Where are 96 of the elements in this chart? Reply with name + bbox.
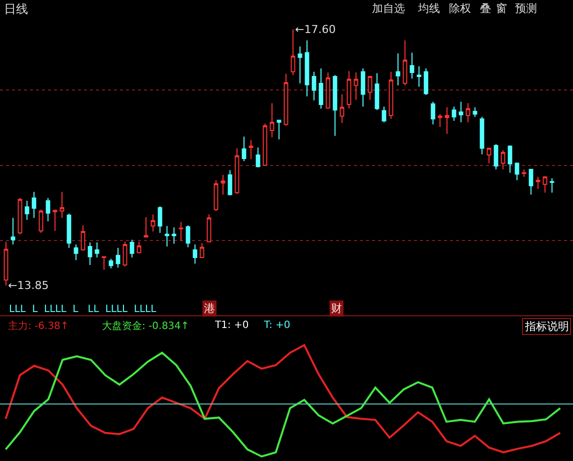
candlestick xyxy=(164,226,170,248)
candlestick xyxy=(52,209,58,232)
chart-title: 日线 xyxy=(4,2,28,16)
candlestick xyxy=(130,239,134,258)
candlestick xyxy=(178,221,184,242)
candlestick xyxy=(248,140,254,160)
candlestick xyxy=(528,168,534,196)
candlestick xyxy=(374,72,380,110)
text: 港 xyxy=(204,302,215,315)
candlestick xyxy=(150,214,156,232)
candlestick xyxy=(4,241,8,286)
candlestick xyxy=(46,198,50,222)
candlestick xyxy=(172,226,176,244)
text: 财 xyxy=(331,302,342,315)
text: 叠 xyxy=(480,2,491,15)
candlestick xyxy=(424,68,428,96)
candlestick xyxy=(430,101,436,125)
text: 加自选 xyxy=(372,2,405,15)
candlestick xyxy=(284,73,288,126)
candlestick xyxy=(158,206,162,234)
candlestick xyxy=(318,68,324,110)
candlestick xyxy=(458,101,464,123)
candlestick xyxy=(88,242,92,266)
text: 主力: -6.38↑ xyxy=(8,320,69,332)
candlestick xyxy=(38,209,44,234)
text: 预测 xyxy=(515,2,537,15)
candlestick xyxy=(444,106,450,134)
candlestick xyxy=(102,256,106,270)
candlestick xyxy=(340,94,344,124)
candlestick xyxy=(326,72,330,110)
candlestick xyxy=(234,148,240,194)
candlestick xyxy=(396,52,400,86)
candlestick xyxy=(32,191,36,218)
candlestick xyxy=(108,258,114,269)
candlestick xyxy=(466,102,470,123)
text: 指标说明 xyxy=(524,320,569,333)
candlestick xyxy=(10,217,16,245)
annotation: ←13.85 xyxy=(8,279,49,292)
candlestick xyxy=(494,144,498,170)
candlestick xyxy=(486,148,492,164)
candlestick xyxy=(500,150,506,170)
candlestick xyxy=(122,241,128,267)
candlestick xyxy=(80,224,86,252)
candlestick xyxy=(66,213,72,248)
candlestick xyxy=(312,71,316,101)
candlestick xyxy=(402,40,408,86)
annotation: ←17.60 xyxy=(295,23,336,36)
candlestick xyxy=(136,241,142,254)
candlestick xyxy=(220,174,226,196)
candlestick xyxy=(382,106,386,123)
candlestick xyxy=(228,170,232,196)
candlestick xyxy=(192,244,198,264)
text: T: +0 xyxy=(263,320,290,331)
candlestick xyxy=(416,66,422,88)
candlestick xyxy=(354,72,358,100)
candlestick xyxy=(514,162,520,181)
text: 均线 xyxy=(417,2,440,15)
candlestick xyxy=(116,247,120,268)
candlestick xyxy=(262,123,268,166)
candlestick xyxy=(360,68,366,108)
candlestick xyxy=(74,244,78,261)
candlestick xyxy=(242,136,246,162)
candlestick xyxy=(472,106,478,118)
candlestick xyxy=(24,200,30,220)
candlestick xyxy=(522,168,526,178)
candlestick xyxy=(18,198,22,235)
text: 除权 xyxy=(449,2,471,15)
candlestick xyxy=(290,28,296,76)
candlestick xyxy=(200,242,204,259)
candlestick xyxy=(536,176,540,190)
candlestick xyxy=(480,116,484,155)
candlestick xyxy=(214,180,218,212)
candlestick xyxy=(186,224,190,248)
candlestick xyxy=(144,216,148,238)
candlestick xyxy=(276,120,282,140)
candlestick xyxy=(388,71,394,120)
candlestick xyxy=(542,176,548,194)
text: T1: +0 xyxy=(214,320,249,331)
candlestick xyxy=(206,214,212,243)
candlestick xyxy=(332,74,338,136)
candlestick xyxy=(550,178,554,194)
candlestick xyxy=(270,102,274,138)
candlestick xyxy=(60,191,64,218)
candlestick xyxy=(298,46,302,84)
candlestick xyxy=(438,114,442,128)
text: LLL L LLLL L LL LLLL LLLL xyxy=(9,304,157,315)
candlestick xyxy=(94,242,100,258)
candlestick xyxy=(508,144,512,174)
text: 窗 xyxy=(496,2,507,15)
candlestick xyxy=(346,70,352,110)
candlestick xyxy=(368,75,372,100)
candlestick xyxy=(410,52,414,80)
text: 大盘资金: -0.834↑ xyxy=(102,320,190,332)
candlestick xyxy=(256,147,260,168)
candlestick xyxy=(452,106,456,122)
candlestick xyxy=(304,40,310,97)
